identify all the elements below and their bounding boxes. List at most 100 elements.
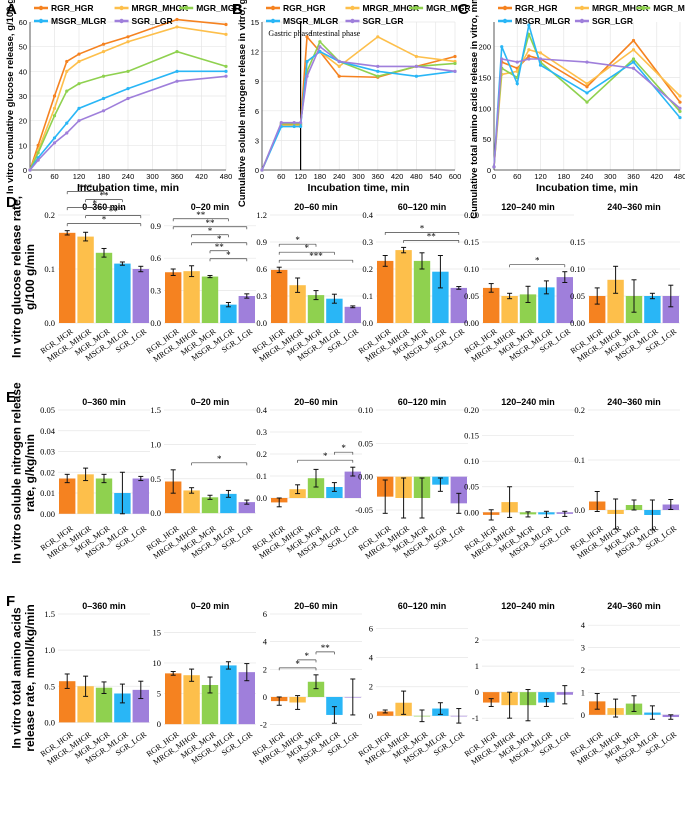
data-point [527,48,531,52]
bar-SGR_LGR [238,502,255,514]
data-point [631,48,636,52]
data-point [101,50,106,54]
series-line-MGR_MGR [493,31,681,167]
bar-SGR_LGR [556,277,573,323]
bar-MGR_MGR [307,478,325,498]
y-tick-label: 6 [369,624,373,634]
data-point [318,45,322,49]
data-point [538,51,543,55]
y-tick-label: 30 [19,92,27,101]
data-point [101,42,106,46]
y-axis-title: In vitro total amino acidsrelease rate, … [9,604,37,751]
y-tick-label: 0.2 [574,405,585,415]
data-point [376,74,380,78]
bar-MRGR_MHGR [77,686,94,723]
y-tick-label: 0.1 [574,455,585,465]
y-tick-label: 0.01 [40,488,55,498]
significance-label: ** [427,231,437,241]
bar-RGR_HGR [271,269,288,323]
y-tick-label: 0.3 [362,237,373,247]
y-tick-label: 0 [263,692,267,702]
bar-MSGR_MLGR [220,493,237,514]
facet: 120–240 min0.000.050.100.150.20RGR_HGRMR… [463,202,574,364]
y-tick-label: 0.00 [464,318,479,328]
bar-MRGR_MHGR [501,296,518,323]
y-tick-label: 0.00 [40,509,55,519]
data-point [318,40,322,44]
y-tick-label: 0.05 [570,291,585,301]
x-tick-label: 420 [650,172,663,181]
significance-label: * [93,199,98,209]
bar-MRGR_MHGR [77,236,94,323]
y-tick-label: 0.1 [44,264,55,274]
legend-label: RGR_HGR [515,3,558,13]
data-point [585,100,589,104]
y-tick-label: 15 [251,18,259,27]
legend-item: MRGR_MHGR [574,3,649,13]
legend-item: MSGR_MLGR [34,16,106,26]
legend-label: SGR_LGR [362,16,403,26]
y-tick-label: -1 [472,713,479,723]
y-tick-label: 0.9 [150,221,161,231]
legend-item: MRGR_MHGR [345,3,419,13]
legend-marker [502,18,508,24]
bar-MSGR_MLGR [220,665,237,725]
data-point [292,124,296,129]
data-point [126,35,130,39]
significance-label: * [535,256,540,266]
data-point [65,89,69,93]
significance-label: * [323,451,328,461]
facet: 60–120 min0246RGR_HGRMRGR_MHGRMGR_MGRMSG… [357,601,468,767]
facet: 20–60 min-20246RGR_HGRMRGR_MHGRMGR_MGRMS… [251,601,362,767]
legend-marker [413,5,419,11]
bar-MGR_MGR [201,276,219,323]
legend-item: SGR_LGR [574,16,633,26]
legend-A: RGR_HGR MRGR_MHGR MGR_MGR MSGR_MLGR SGR_LGR [34,3,241,26]
y-tick-label: 2 [475,635,479,645]
significance-label: * [102,215,107,225]
x-tick-label: 300 [146,172,159,181]
significance-label: *** [309,251,323,261]
data-point [515,82,519,86]
legend-label: MGR_MGR [196,3,240,13]
facet-title: 60–120 min [398,397,447,407]
data-point [101,74,106,78]
bar-row-F: 0–360 min0.00.51.01.5RGR_HGRMRGR_MHGRMGR… [9,601,680,767]
y-tick-label: 2 [581,665,585,675]
data-point [77,52,81,56]
legend-label: MSGR_MLGR [515,16,570,26]
facet-title: 120–240 min [501,601,555,611]
data-point [52,141,57,145]
significance-label: * [341,443,346,453]
y-tick-label: 40 [19,67,27,76]
data-point [631,38,636,43]
facet-title: 0–20 min [191,397,230,407]
y-tick-label: 6 [263,609,267,619]
bar-SGR_LGR [132,478,149,514]
x-axis-title: Incubation time, min [307,182,409,194]
y-tick-label: 0.1 [362,291,373,301]
x-tick-label: 480 [674,172,685,181]
y-tick-label: 0 [369,711,373,721]
panel-label-D: D [6,194,17,211]
significance-label: * [305,651,310,661]
y-tick-label: 0.6 [256,264,267,274]
data-point [631,66,636,70]
facet-title: 0–20 min [191,202,230,212]
bar-RGR_HGR [589,296,606,323]
x-tick-label: 60 [513,172,521,181]
data-point [453,69,457,73]
significance-label: * [295,659,300,669]
bar-MSGR_MLGR [538,287,555,323]
data-point [260,168,264,172]
facet-title: 240–360 min [607,202,661,212]
bar-MRGR_MHGR [183,675,200,725]
x-tick-label: 240 [581,172,594,181]
y-tick-label: 0.10 [464,456,479,466]
legend-marker [38,5,44,11]
legend-item: MGR_MGR [409,3,470,13]
y-tick-label: 0.00 [358,472,373,482]
x-tick-label: 420 [391,172,404,181]
y-tick-label: 0.05 [464,482,479,492]
bar-MGR_MGR [95,687,113,723]
